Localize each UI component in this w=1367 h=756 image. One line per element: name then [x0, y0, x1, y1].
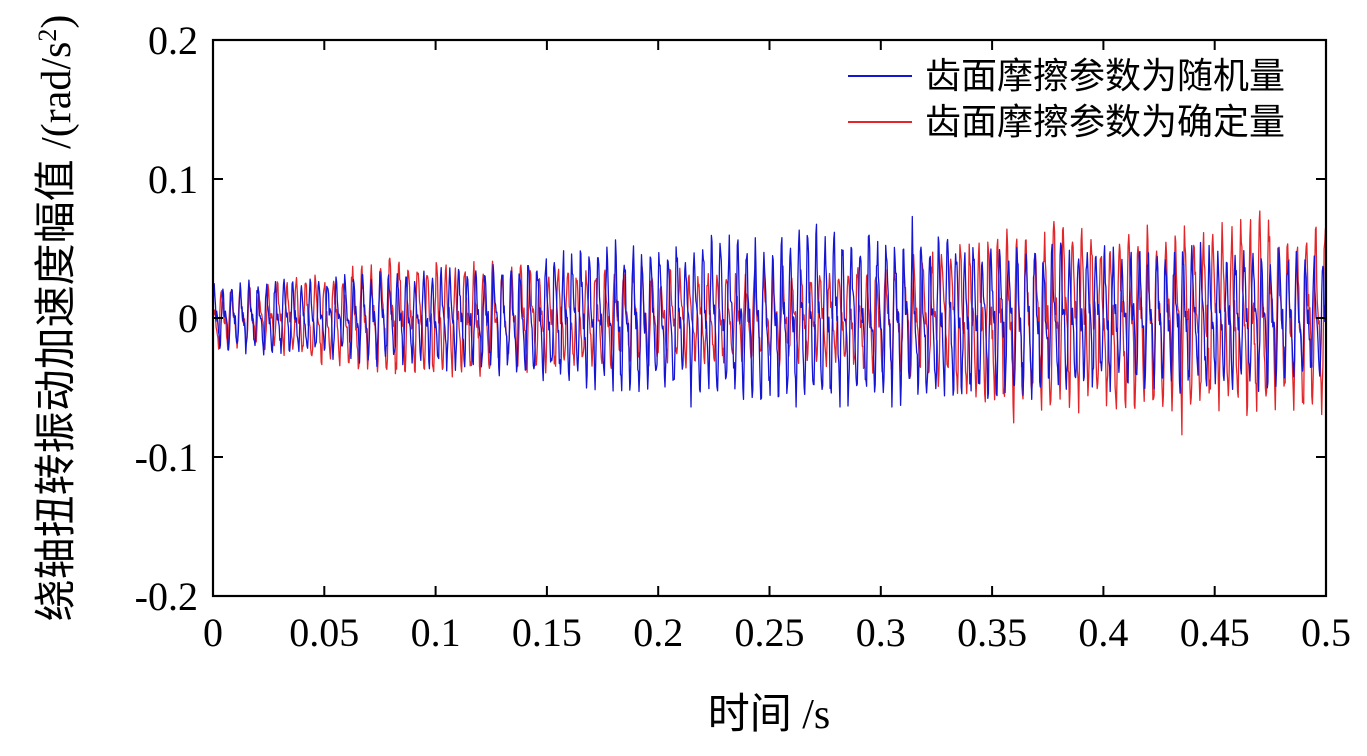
x-axis-title: 时间 /s [708, 692, 831, 738]
y-axis-title-main: 绕轴扭转振动加速度幅值 /(rad/s [34, 42, 80, 622]
x-tick-label: 0.3 [856, 610, 906, 655]
legend-label-random: 齿面摩擦参数为随机量 [925, 56, 1285, 96]
x-tick-label: 0.4 [1078, 610, 1128, 655]
series-line-random [212, 215, 1327, 408]
y-tick-label: 0.2 [148, 18, 198, 63]
y-axis-title-close: ) [34, 15, 80, 29]
x-axis: 0 0.05 0.1 0.15 0.2 0.25 0.3 0.35 0.4 0.45 0.5 [203, 40, 1351, 655]
x-tick-label: 0.1 [411, 610, 461, 655]
legend-label-deterministic: 齿面摩擦参数为确定量 [925, 102, 1285, 142]
x-tick-label: 0.35 [957, 610, 1027, 655]
x-tick-label: 0.15 [512, 610, 582, 655]
series-layer [212, 210, 1327, 436]
y-axis-title-sup: 2 [33, 29, 62, 42]
y-axis: -0.2 -0.1 0 0.1 0.2 [135, 18, 1326, 619]
y-tick-label: -0.2 [135, 574, 198, 619]
series-line-deterministic [212, 210, 1327, 436]
x-tick-label: 0.2 [633, 610, 683, 655]
y-axis-title: 绕轴扭转振动加速度幅值 /(rad/s2) [33, 15, 80, 622]
x-tick-label: 0.25 [735, 610, 805, 655]
y-tick-label: -0.1 [135, 435, 198, 480]
x-tick-label: 0.5 [1301, 610, 1351, 655]
y-tick-label: 0 [178, 296, 198, 341]
x-tick-label: 0.05 [289, 610, 359, 655]
y-tick-label: 0.1 [148, 157, 198, 202]
x-tick-label: 0 [203, 610, 223, 655]
x-tick-label: 0.45 [1180, 610, 1250, 655]
legend: 齿面摩擦参数为随机量 齿面摩擦参数为确定量 [848, 56, 1285, 142]
